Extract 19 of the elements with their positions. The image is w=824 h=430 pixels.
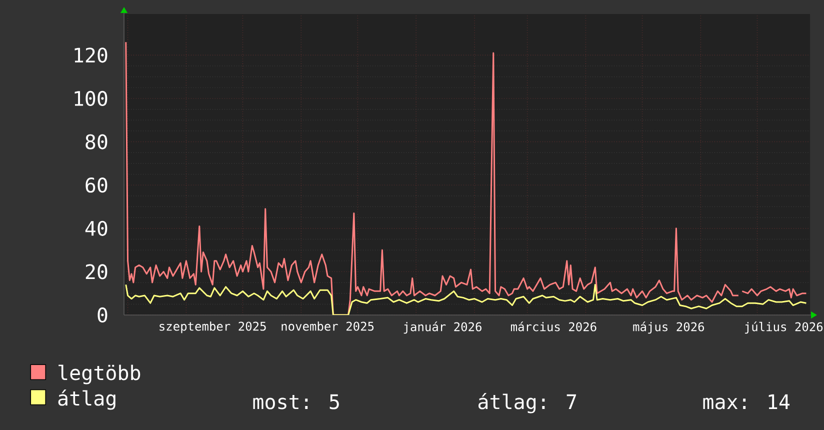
text: most: 5 (253, 394, 339, 410)
y-tick-label: 80 (86, 134, 108, 150)
text: átlag: 7 (478, 393, 576, 414)
y-tick-label: 40 (85, 220, 108, 236)
y-tick-label: 0 (98, 307, 108, 323)
x-tick-label: szeptember 2025 (160, 322, 266, 334)
x-tick-label: január 2026 (404, 322, 482, 334)
text: max: 14 (703, 394, 790, 410)
line-series (125, 284, 807, 315)
legend-label: legtöbb (58, 364, 140, 384)
x-tick-label: július 2026 (744, 322, 823, 334)
y-tick-label: 100 (74, 90, 108, 106)
x-tick-label: március 2026 (510, 322, 596, 332)
y-tick-label: 20 (86, 264, 108, 280)
y-tick-label: 120 (74, 48, 108, 63)
x-tick-label: november 2025 (282, 322, 374, 331)
y-tick-label: 60 (86, 178, 108, 193)
legend-label: átlag (58, 389, 116, 410)
x-tick-label: május 2026 (633, 322, 704, 334)
